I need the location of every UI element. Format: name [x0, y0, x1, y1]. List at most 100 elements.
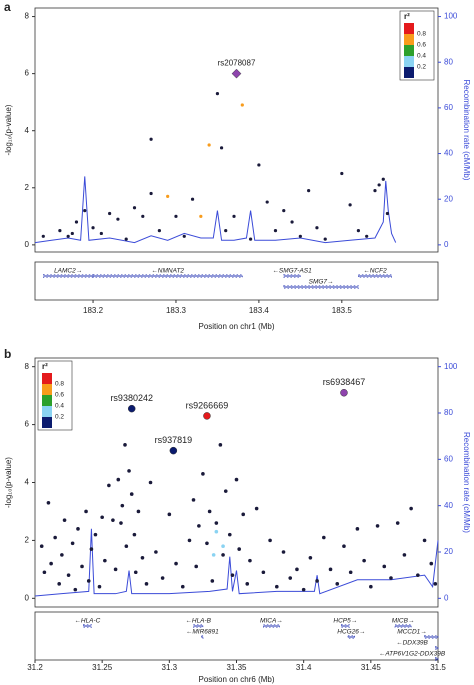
snp-label: rs2078087 [218, 59, 256, 68]
snp-point [49, 561, 53, 566]
snp-point [53, 535, 57, 540]
x-axis-title: Position on chr6 (Mb) [198, 675, 274, 684]
snp-point [307, 189, 311, 193]
legend-tick-label: 0.2 [55, 414, 64, 421]
y-tick-label: 8 [25, 362, 30, 371]
gene-exons [42, 274, 94, 278]
snp-point [80, 564, 84, 569]
snp-point [89, 547, 94, 551]
plot-frame [34, 7, 439, 253]
labeled-snp [340, 388, 348, 397]
legend-swatch [42, 384, 52, 395]
snp-point [257, 163, 261, 167]
y2-axis-title: Recombination rate (cM/Mb) [462, 80, 471, 181]
snp-point [369, 584, 373, 589]
snp-point [340, 171, 344, 176]
x-tick-label: 31.2 [27, 663, 43, 672]
x-tick-label: 183.3 [166, 306, 187, 315]
legend-swatch [404, 56, 414, 67]
snp-point [230, 573, 235, 577]
snp-point [382, 564, 387, 569]
snp-point [377, 183, 381, 187]
snp-point [298, 234, 302, 238]
snp-point [41, 234, 45, 238]
snp-point [194, 564, 198, 569]
gene-exons [424, 635, 439, 639]
snp-point [237, 547, 241, 551]
snp-point [113, 567, 118, 572]
snp-point [124, 544, 129, 548]
y2-tick-label: 100 [444, 362, 458, 371]
legend-swatch [42, 373, 52, 384]
snp-point [245, 582, 250, 586]
snp-point [46, 500, 51, 505]
snp-point [157, 228, 161, 233]
legend-tick-label: 0.4 [55, 403, 64, 410]
snp-point [86, 579, 91, 583]
snp-label: rs9380242 [110, 393, 153, 403]
x-tick-label: 183.4 [249, 306, 270, 315]
legend-swatch [42, 406, 52, 417]
y-tick-label: 4 [25, 478, 30, 487]
snp-point [315, 226, 319, 230]
x-tick-label: 183.5 [332, 306, 353, 315]
snp-point [70, 231, 74, 236]
snp-point [149, 191, 153, 196]
snp-point [100, 515, 104, 520]
gene-label: LAMC2→ [54, 268, 82, 275]
gene-exons [435, 646, 439, 650]
y-tick-label: 0 [25, 593, 30, 602]
snp-point [132, 532, 137, 537]
y2-tick-label: 40 [444, 501, 453, 510]
snp-point [281, 550, 286, 554]
gene-frame [34, 261, 439, 301]
legend-tick-label: 0.6 [417, 42, 426, 49]
x-tick-label: 31.3 [162, 663, 178, 672]
snp-point [328, 567, 333, 572]
legend-tick-label: 0.2 [417, 64, 426, 71]
y2-tick-label: 80 [444, 57, 453, 66]
x-axis-title: Position on chr1 (Mb) [198, 322, 274, 331]
x-tick-label: 31.5 [430, 663, 446, 672]
snp-point [422, 538, 427, 543]
snp-point [97, 584, 102, 589]
snp-point [373, 189, 377, 193]
labeled-snp [169, 446, 178, 455]
y2-tick-label: 0 [444, 240, 449, 249]
legend-title: r² [42, 362, 48, 371]
snp-point [261, 570, 266, 575]
gene-label: ←HLA-C [74, 618, 100, 625]
snp-label: rs6938467 [323, 377, 366, 387]
snp-point [199, 214, 203, 218]
snp-point [174, 561, 178, 566]
gene-exons [394, 624, 412, 628]
y-tick-label: 6 [25, 420, 30, 429]
snp-point [174, 214, 178, 218]
snp-point [248, 237, 253, 241]
snp-point [395, 521, 400, 525]
snp-point [70, 541, 75, 546]
snp-point [42, 570, 47, 575]
snp-point [207, 509, 212, 514]
y2-tick-label: 0 [444, 593, 449, 602]
gene-label: HCG26→ [337, 629, 365, 636]
snp-point [103, 558, 107, 563]
snp-point [273, 228, 278, 233]
snp-point [205, 541, 209, 546]
snp-point [219, 146, 224, 150]
snp-point [275, 584, 279, 589]
y-tick-label: 6 [25, 69, 30, 78]
snp-point [416, 573, 420, 577]
gene-label: MICB→ [392, 618, 415, 625]
snp-point [116, 217, 120, 221]
y-tick-label: 0 [25, 240, 30, 249]
snp-point [240, 103, 244, 107]
snp-point [227, 532, 232, 537]
gene-label: ←DDX39B [396, 640, 428, 647]
snp-point [241, 512, 246, 517]
snp-point [201, 472, 205, 476]
snp-point [375, 524, 380, 528]
snp-point [348, 203, 352, 207]
y-axis-title: -log₁₀(p-value) [4, 457, 13, 508]
snp-point [141, 214, 145, 218]
